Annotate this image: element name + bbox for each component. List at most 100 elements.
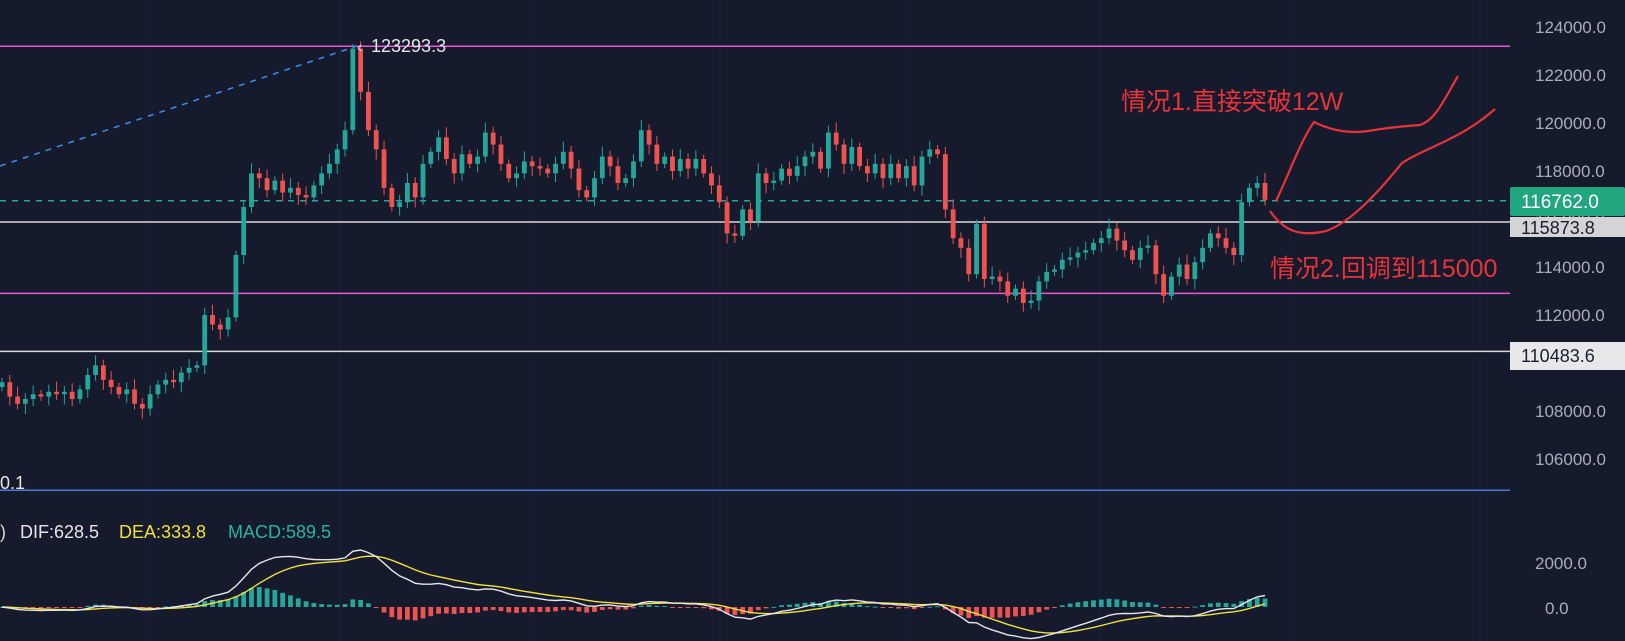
current-price-tag: 116762.0 [1510,187,1625,216]
candle [116,382,122,399]
macd-bar [763,607,769,609]
candle [15,386,20,410]
macd-bar [420,607,426,619]
macd-bar [1020,607,1026,616]
macd-bar [560,607,566,611]
macd-bar [779,605,785,607]
candle [545,164,551,178]
macd-bar [1184,607,1190,608]
macd-bar [334,604,340,607]
macd-title: ) [0,522,6,542]
macd-bar [1223,602,1229,607]
scenario-2-path[interactable] [1269,108,1496,235]
macd-bar [755,607,761,611]
candle [139,398,145,419]
macd-bar [1161,607,1167,608]
candle [818,147,824,173]
macd-bar [1153,604,1159,607]
macd-bar [436,607,441,614]
candle [124,382,130,403]
macd-bar [85,605,91,607]
macd-bar [467,607,473,614]
macd-bar [638,605,644,607]
candle [935,145,940,159]
macd-bar [872,606,878,608]
candle [537,157,543,176]
macd-bar [202,600,208,607]
candle [919,150,925,196]
candle [1223,228,1229,254]
candle [54,381,59,400]
candle [1262,172,1268,206]
macd-bar [272,589,278,607]
macd-bar [459,607,465,614]
macd-bar [787,604,792,607]
macd-bar [498,607,504,612]
candle [615,157,621,191]
peak-arrow-icon: ‹ [357,39,362,56]
macd-histogram [0,587,1268,621]
level-price-tag-2: 110483.6 [1510,342,1625,370]
macd-bar [319,604,325,607]
macd-bar [77,607,83,608]
macd-bar [54,607,59,608]
macd-bar [748,607,753,614]
candle [880,158,886,189]
macd-bar [1075,602,1081,607]
candle [1200,239,1206,270]
candle [256,167,262,189]
candle [592,171,597,207]
scenario-1-path[interactable] [1275,75,1459,202]
candle [997,270,1003,292]
candle [467,149,473,169]
macd-tick-2000: 2000.0 [1535,554,1587,573]
macd-bar [833,601,839,607]
macd-bar [1137,602,1143,607]
macd-bar [1083,601,1089,607]
candle [334,143,340,174]
price-tick-2: 120000.0 [1535,114,1606,133]
candle [958,232,964,258]
price-tick-6: 112000.0 [1535,306,1605,325]
candle [966,239,972,282]
macd-bar [1028,607,1034,615]
candle [249,163,254,213]
trend-line[interactable] [0,45,358,167]
macd-bar [38,607,44,609]
macd-bar [709,607,714,610]
candle [849,138,855,171]
macd-bar [997,607,1003,618]
macd-bar [303,601,309,607]
candle [186,359,192,380]
candle [724,196,730,244]
macd-bar [1231,603,1237,607]
macd-bar [857,604,862,607]
candle [623,173,629,188]
candle [607,150,613,177]
macd-bar [521,607,527,613]
candle [61,386,67,405]
macd-bar [1036,607,1042,613]
current-price-text: 116762.0 [1521,192,1599,213]
candle [1013,284,1018,301]
macd-bar [950,607,956,613]
macd-bar [163,606,169,608]
macd-bar [30,607,36,609]
low-price-label: 0.1 [0,473,25,493]
candle [155,380,161,399]
macd-bar [428,607,434,617]
candle [1067,247,1073,266]
candle [1075,246,1081,268]
macd-bar [545,607,551,613]
macd-bar [802,602,808,607]
macd-bar [981,607,987,618]
candle [1208,229,1213,253]
macd-dea-label: DEA:333.8 [119,522,206,542]
macd-bar [771,606,777,608]
macd-bar [514,607,519,613]
macd-bar [311,603,317,607]
macd-bar [405,607,410,620]
candle [436,130,441,161]
candle [475,149,480,173]
candle [709,166,714,195]
